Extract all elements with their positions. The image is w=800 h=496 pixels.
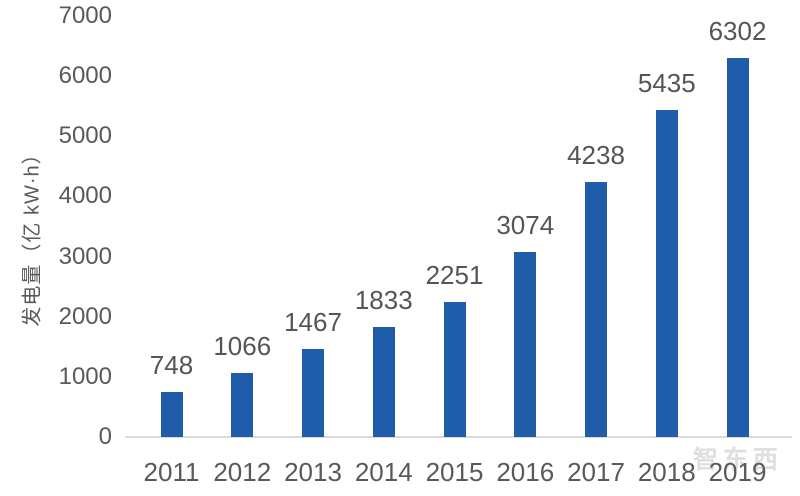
x-tick-label: 2015: [425, 457, 484, 487]
bar-2014: [372, 327, 395, 437]
x-tick-label: 2016: [496, 457, 555, 487]
bar-2012: [231, 373, 254, 437]
x-tick-label: 2014: [354, 457, 413, 487]
y-tick-label: 2000: [58, 302, 112, 330]
bar-value-label: 6302: [708, 16, 767, 46]
bar-value-label: 5435: [637, 68, 696, 98]
y-tick-label: 1000: [58, 362, 112, 390]
bar-2019: [726, 58, 749, 437]
bar-2015: [443, 302, 466, 437]
bar-value-label: 1066: [213, 331, 272, 361]
y-axis-title: 发电量（亿 kW·h）: [21, 143, 44, 327]
bar-value-label: 3074: [496, 210, 555, 240]
bar-value-label: 2251: [425, 260, 484, 290]
x-tick-label: 2011: [143, 457, 200, 487]
y-tick-label: 4000: [58, 182, 112, 210]
x-tick-label: 2018: [637, 457, 696, 487]
bar-2011: [160, 392, 183, 437]
bar-2016: [514, 252, 537, 437]
y-tick-label: 0: [98, 423, 112, 450]
x-tick-label: 2012: [213, 457, 272, 487]
bar-value-label: 4238: [567, 140, 625, 170]
bar-value-label: 1833: [354, 285, 413, 315]
y-tick-label: 6000: [58, 62, 112, 90]
x-tick-label: 2017: [567, 457, 625, 487]
x-axis-line: [125, 436, 792, 438]
x-tick-label: 2019: [708, 457, 767, 487]
y-tick-label: 3000: [58, 242, 112, 270]
bar-value-label: 1467: [284, 307, 342, 337]
bar-2017: [585, 182, 607, 437]
y-tick-label: 5000: [58, 122, 112, 150]
bar-2013: [302, 349, 324, 437]
bar-2018: [655, 110, 678, 437]
bar-value-label: 748: [149, 350, 194, 380]
y-tick-label: 7000: [58, 2, 112, 29]
x-tick-label: 2013: [284, 457, 342, 487]
